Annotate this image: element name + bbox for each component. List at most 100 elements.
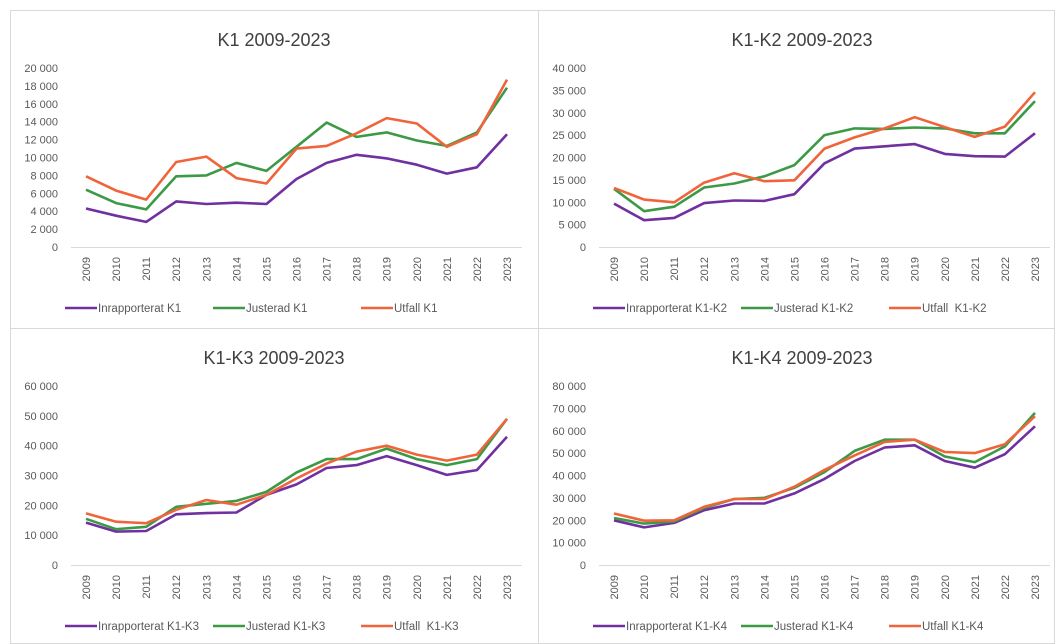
chart-title: K1 2009-2023 xyxy=(217,30,330,50)
series-line xyxy=(613,425,1036,529)
x-tick-label: 2012 xyxy=(171,257,183,281)
x-tick-label: 2019 xyxy=(910,575,922,599)
x-tick-label: 2013 xyxy=(201,257,213,281)
x-tick-label: 2014 xyxy=(759,257,771,281)
y-tick-label: 8 000 xyxy=(30,170,58,182)
x-tick-label: 2016 xyxy=(820,575,832,599)
legend-label: Justerad K1-K3 xyxy=(246,621,325,633)
x-tick-label: 2020 xyxy=(412,257,424,281)
x-tick-label: 2011 xyxy=(141,575,153,599)
x-tick-label: 2018 xyxy=(880,257,892,281)
y-tick-label: 40 000 xyxy=(552,63,586,75)
legend-label: Inrapporterat K1-K4 xyxy=(626,621,728,633)
x-tick-label: 2011 xyxy=(141,257,153,281)
y-tick-label: 40 000 xyxy=(24,441,58,453)
x-tick-label: 2016 xyxy=(292,257,304,281)
y-tick-label: 60 000 xyxy=(24,381,58,393)
x-tick-label: 2023 xyxy=(1030,257,1042,281)
x-tick-label: 2022 xyxy=(472,575,484,599)
x-tick-label: 2015 xyxy=(789,575,801,599)
y-tick-label: 0 xyxy=(580,560,586,572)
y-tick-label: 80 000 xyxy=(552,381,586,393)
x-tick-label: 2021 xyxy=(970,257,982,281)
x-tick-label: 2018 xyxy=(352,575,364,599)
y-tick-label: 40 000 xyxy=(552,471,586,483)
x-tick-label: 2016 xyxy=(292,575,304,599)
y-tick-label: 10 000 xyxy=(24,153,58,165)
y-tick-label: 30 000 xyxy=(552,108,586,120)
x-tick-label: 2015 xyxy=(261,575,273,599)
y-tick-label: 10 000 xyxy=(552,197,586,209)
y-tick-label: 16 000 xyxy=(24,99,58,111)
x-tick-label: 2014 xyxy=(231,575,243,599)
x-tick-label: 2009 xyxy=(609,257,621,281)
x-tick-label: 2019 xyxy=(382,575,394,599)
chart-title: K1-K2 2009-2023 xyxy=(731,30,872,50)
x-tick-label: 2019 xyxy=(910,257,922,281)
x-tick-label: 2013 xyxy=(729,257,741,281)
y-tick-label: 15 000 xyxy=(552,175,586,187)
frame xyxy=(10,10,1055,644)
legend-label: Justerad K1-K2 xyxy=(774,303,853,315)
x-tick-label: 2009 xyxy=(81,575,93,599)
x-tick-label: 2017 xyxy=(850,575,862,599)
x-tick-label: 2013 xyxy=(729,575,741,599)
x-tick-label: 2015 xyxy=(261,257,273,281)
series-line xyxy=(613,132,1036,222)
x-tick-label: 2023 xyxy=(502,257,514,281)
x-tick-label: 2013 xyxy=(201,575,213,599)
y-tick-label: 50 000 xyxy=(24,411,58,423)
legend-label: Utfall K1-K3 xyxy=(394,621,459,633)
y-tick-label: 14 000 xyxy=(24,117,58,129)
y-tick-label: 20 000 xyxy=(552,153,586,165)
series-line xyxy=(85,133,508,224)
x-tick-label: 2018 xyxy=(880,575,892,599)
x-tick-label: 2020 xyxy=(940,575,952,599)
x-tick-label: 2012 xyxy=(171,575,183,599)
x-tick-label: 2023 xyxy=(502,575,514,599)
series-line xyxy=(85,78,509,201)
y-tick-label: 0 xyxy=(52,560,58,572)
x-tick-label: 2022 xyxy=(1000,257,1012,281)
x-tick-label: 2021 xyxy=(442,575,454,599)
series-line xyxy=(85,435,508,533)
x-tick-label: 2020 xyxy=(940,257,952,281)
x-tick-label: 2010 xyxy=(111,575,123,599)
y-tick-label: 2 000 xyxy=(30,224,58,236)
series-line xyxy=(613,100,1036,213)
y-tick-label: 60 000 xyxy=(552,426,586,438)
legend-label: Inrapporterat K1-K2 xyxy=(626,303,727,315)
x-tick-label: 2017 xyxy=(850,257,862,281)
y-tick-label: 0 xyxy=(52,242,58,254)
y-tick-label: 20 000 xyxy=(24,500,58,512)
y-tick-label: 6 000 xyxy=(30,188,58,200)
legend-label: Utfall K1-K2 xyxy=(922,303,987,315)
x-tick-label: 2019 xyxy=(382,257,394,281)
x-tick-label: 2012 xyxy=(699,257,711,281)
y-tick-label: 18 000 xyxy=(24,81,58,93)
y-tick-label: 0 xyxy=(580,242,586,254)
y-tick-label: 5 000 xyxy=(558,220,586,232)
y-tick-label: 30 000 xyxy=(24,471,58,483)
x-tick-label: 2009 xyxy=(81,257,93,281)
y-tick-label: 20 000 xyxy=(24,63,58,75)
chart-title: K1-K3 2009-2023 xyxy=(203,348,344,368)
legend-label: Justerad K1 xyxy=(246,303,307,315)
y-tick-label: 12 000 xyxy=(24,135,58,147)
x-tick-label: 2011 xyxy=(669,575,681,599)
x-tick-label: 2014 xyxy=(231,257,243,281)
series-line xyxy=(613,415,1036,522)
series-line xyxy=(85,86,509,211)
y-tick-label: 70 000 xyxy=(552,403,586,415)
x-tick-label: 2022 xyxy=(472,257,484,281)
y-tick-label: 35 000 xyxy=(552,85,586,97)
legend-label: Utfall K1-K4 xyxy=(922,621,984,633)
x-tick-label: 2022 xyxy=(1000,575,1012,599)
x-tick-label: 2023 xyxy=(1030,575,1042,599)
y-tick-label: 20 000 xyxy=(552,515,586,527)
x-tick-label: 2016 xyxy=(820,257,832,281)
x-tick-label: 2021 xyxy=(442,257,454,281)
y-tick-label: 30 000 xyxy=(552,493,586,505)
x-tick-label: 2010 xyxy=(639,575,651,599)
